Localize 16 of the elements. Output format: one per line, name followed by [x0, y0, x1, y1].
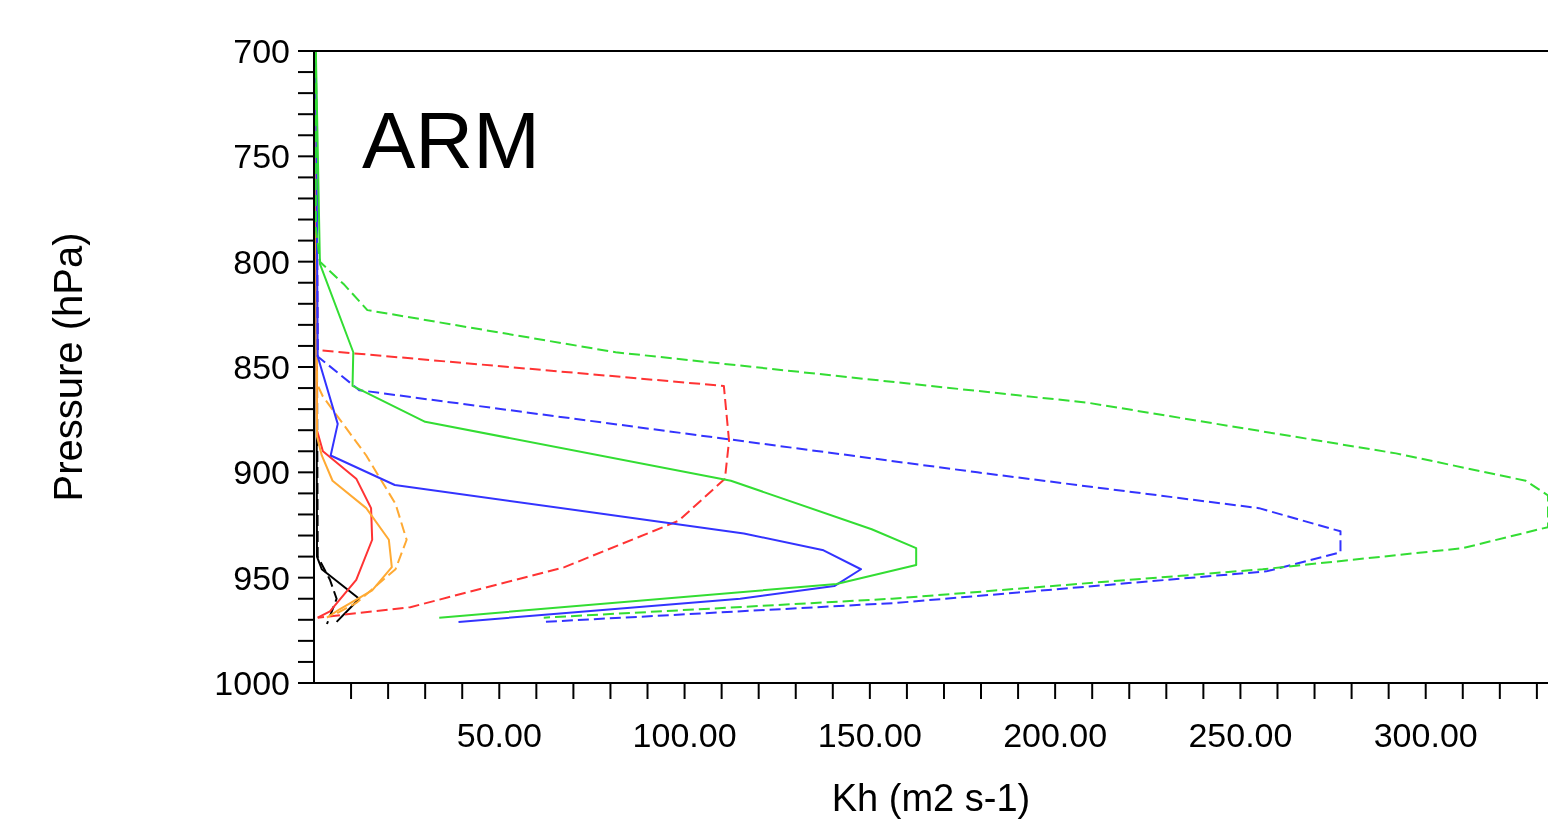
y-tick-label: 800 [233, 242, 290, 281]
y-tick-label: 700 [233, 32, 290, 70]
y-tick-label: 850 [233, 348, 290, 386]
y-tick-label: 1000 [214, 664, 290, 702]
y-tick-label: 750 [233, 137, 290, 176]
x-tick-label: 300.00 [1373, 716, 1478, 754]
x-tick-label: 150.00 [817, 716, 922, 754]
y-tick-label: 950 [233, 558, 290, 597]
x-tick-label: 250.00 [1188, 716, 1293, 754]
x-axis-title: Kh (m2 s-1) [831, 777, 1031, 819]
y-tick-label: 900 [233, 453, 290, 492]
annotation: ARM [362, 96, 540, 186]
x-tick-label: 200.00 [1003, 716, 1108, 754]
y-axis-title: Pressure (hPa) [46, 232, 91, 502]
x-tick-label: 100.00 [632, 716, 737, 754]
x-tick-label: 50.00 [456, 716, 542, 754]
